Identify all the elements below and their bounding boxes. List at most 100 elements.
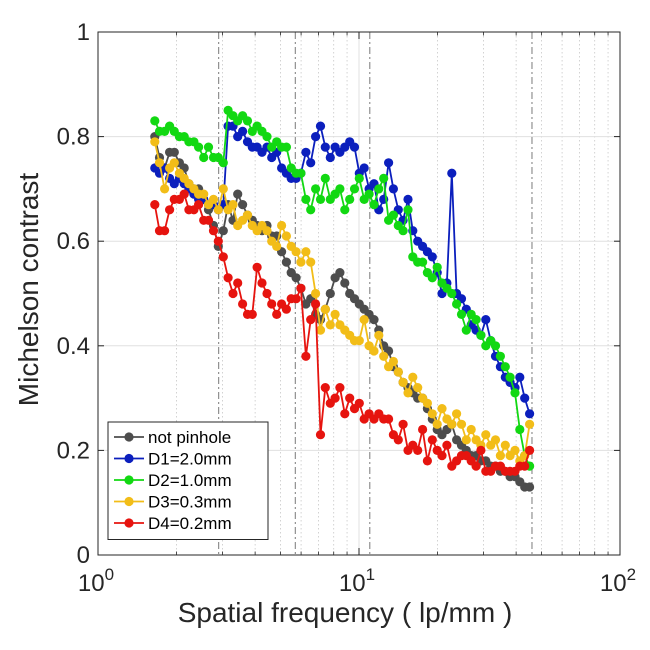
data-point: [456, 309, 467, 319]
data-point: [413, 383, 423, 393]
data-point: [252, 262, 262, 272]
data-point: [359, 315, 369, 325]
data-point: [320, 173, 330, 183]
data-point: [315, 430, 326, 440]
data-point: [369, 315, 379, 325]
data-point: [471, 315, 481, 325]
data-point: [510, 388, 520, 398]
data-point: [218, 252, 228, 262]
data-point: [281, 231, 291, 241]
data-point: [384, 414, 394, 424]
data-point: [315, 325, 326, 335]
data-point: [340, 278, 350, 288]
data-point: [169, 158, 179, 168]
data-point: [476, 330, 486, 340]
data-point: [306, 257, 316, 267]
data-point: [208, 194, 219, 204]
data-point: [296, 283, 306, 293]
data-point: [150, 116, 160, 126]
data-point: [301, 351, 311, 361]
data-point: [199, 189, 209, 199]
y-axis-label: Michelson contrast: [13, 173, 44, 407]
y-tick-label: 0.2: [57, 437, 90, 464]
data-point: [218, 226, 228, 236]
legend-marker: [124, 432, 134, 442]
data-point: [213, 205, 223, 215]
legend-label: D4=0.2mm: [148, 514, 232, 533]
data-point: [325, 320, 335, 330]
data-point: [345, 393, 355, 403]
data-point: [354, 173, 364, 183]
data-point: [281, 257, 291, 267]
data-point: [277, 220, 287, 231]
data-point: [525, 419, 535, 429]
data-point: [369, 200, 379, 210]
data-point: [325, 152, 335, 163]
data-point: [403, 388, 413, 398]
data-point: [437, 404, 447, 414]
data-point: [218, 158, 228, 168]
data-point: [228, 200, 238, 210]
legend-marker: [124, 496, 134, 507]
data-point: [238, 126, 248, 136]
data-point: [525, 482, 535, 492]
data-point: [354, 398, 364, 408]
data-point: [169, 147, 179, 157]
data-point: [427, 435, 437, 445]
data-point: [233, 189, 243, 199]
data-point: [447, 168, 457, 178]
legend-marker: [124, 518, 134, 528]
data-point: [199, 152, 209, 163]
data-point: [218, 184, 228, 194]
data-point: [403, 205, 413, 215]
data-point: [442, 440, 452, 450]
data-point: [311, 184, 321, 194]
data-point: [525, 409, 535, 419]
data-point: [481, 430, 491, 440]
data-point: [427, 252, 437, 262]
data-point: [437, 451, 447, 461]
data-point: [306, 158, 316, 168]
data-point: [306, 205, 316, 215]
data-point: [471, 461, 481, 471]
x-tick-label: 100: [78, 565, 114, 597]
data-point: [500, 362, 510, 372]
data-point: [203, 215, 214, 225]
legend-marker: [124, 475, 134, 485]
data-point: [296, 257, 306, 267]
data-point: [384, 158, 394, 168]
legend-marker: [124, 453, 134, 464]
data-point: [301, 247, 311, 257]
data-point: [413, 445, 423, 455]
data-point: [505, 372, 515, 382]
data-point: [500, 440, 510, 450]
data-point: [345, 194, 355, 204]
data-point: [452, 409, 462, 419]
data-point: [476, 445, 486, 455]
data-point: [456, 419, 467, 429]
series-layer: [150, 105, 535, 492]
data-point: [311, 299, 321, 309]
ticks-layer: 0 0.2 0.4 0.6 0.8 1 100 101 102: [57, 19, 636, 597]
data-point: [388, 210, 398, 220]
data-point: [447, 419, 457, 429]
data-point: [379, 351, 389, 361]
data-point: [388, 184, 398, 194]
data-point: [150, 200, 160, 210]
data-point: [520, 393, 530, 403]
data-point: [262, 226, 272, 236]
data-point: [393, 435, 403, 445]
data-point: [272, 309, 282, 319]
data-point: [418, 424, 428, 435]
data-point: [335, 268, 345, 278]
data-point: [160, 226, 170, 236]
data-point: [393, 367, 403, 377]
data-point: [228, 288, 238, 299]
data-point: [515, 424, 525, 435]
data-point: [154, 158, 165, 168]
x-tick-label: 101: [339, 565, 375, 597]
data-point: [335, 383, 345, 393]
data-point: [233, 278, 243, 288]
data-point: [427, 409, 437, 419]
